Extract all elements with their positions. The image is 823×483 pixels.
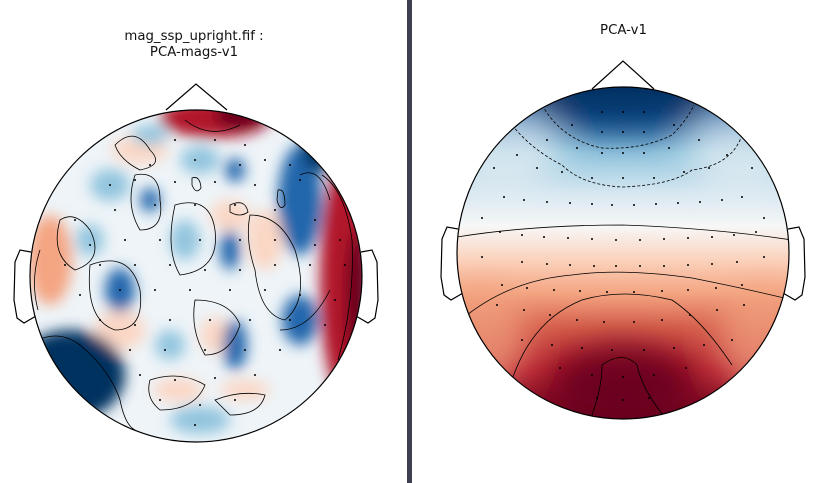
left-ear-outline	[13, 249, 37, 324]
topomap-left-svg	[13, 83, 379, 443]
head-outline-right	[456, 86, 790, 420]
topomap-left-title: mag_ssp_upright.fif : PCA-mags-v1	[124, 29, 264, 60]
left-ear-outline	[440, 226, 464, 301]
sensor-dots-left	[64, 139, 346, 426]
sensor-dots-right	[481, 111, 765, 401]
topomap-right-svg	[440, 60, 806, 420]
nose-outline	[591, 60, 655, 90]
topomap-left-panel: mag_ssp_upright.fif : PCA-mags-v1	[0, 0, 408, 483]
topomap-right-title: PCA-v1	[600, 23, 647, 38]
nose-outline	[165, 83, 228, 111]
right-ear-outline	[782, 226, 806, 301]
topomap-left-field	[30, 110, 362, 442]
right-ear-outline	[355, 249, 379, 324]
topomap-right-field	[457, 87, 789, 419]
panel-divider[interactable]	[407, 0, 412, 483]
topomap-right-panel: PCA-v1	[412, 0, 823, 483]
head-outline-left	[29, 109, 363, 443]
